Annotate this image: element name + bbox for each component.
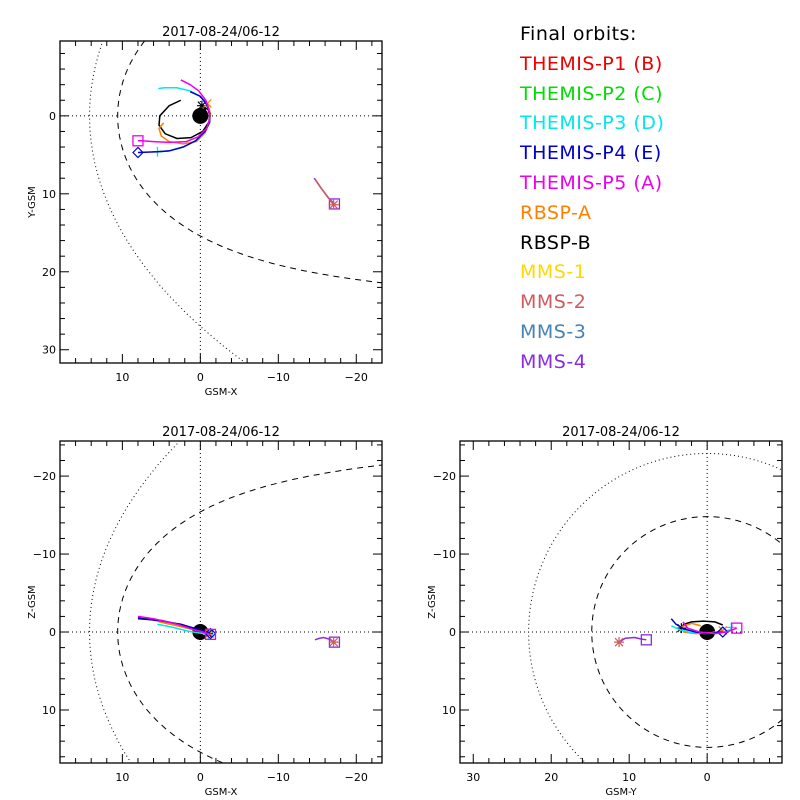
plot-area [60,41,382,363]
y-axis-label: Y-GSM [27,186,38,219]
legend-item: MMS-4 [520,350,587,373]
bow-shock-curve [88,441,181,763]
orbit-line [137,79,211,144]
legend-item: THEMIS-P2 (C) [520,82,663,105]
square-marker [640,634,652,646]
y-axis-label: Z-GSM [427,585,438,618]
orbit-line [682,621,738,635]
legend-item: THEMIS-P3 (D) [520,112,665,135]
x-axis-label: GSM-X [205,787,238,798]
magnetopause-curve [591,516,782,748]
y-tick-label: −10 [433,548,456,561]
plot-title: 2017-08-24/06-12 [162,425,280,440]
legend-item: THEMIS-P4 (E) [520,142,662,165]
magnetopause-curve [117,464,382,763]
y-tick-label: 20 [42,266,56,279]
plot-area [60,441,382,763]
plot-yz: 30 20 10 0 10 0 −10 −20 2017-08-24/06-12 GSM-Y Z-G… [427,425,783,798]
x-tick-label: 0 [197,771,204,784]
x-tick-label: −10 [267,771,290,784]
orbit-line [680,620,724,629]
legend-item: MMS-2 [520,291,587,314]
x-tick-label: −20 [345,371,368,384]
legend-item: RBSP-B [520,231,592,254]
bow-shock-curve [528,453,782,763]
legend-item: MMS-1 [520,261,587,284]
x-tick-label: 20 [544,771,558,784]
x-axis-label: GSM-X [205,387,238,398]
x-tick-label: −20 [345,771,368,784]
plot-xz: 10 0 −10 −20 10 0 −10 −20 2017-08-24/06-12 GSM-X Z… [27,425,383,798]
orbit-line [157,623,209,636]
x-tick-label: 10 [622,771,636,784]
asterisk-marker [328,199,339,210]
plot-title: 2017-08-24/06-12 [162,25,280,40]
plot-frame [59,40,383,364]
orbit-line [137,90,211,154]
square-marker [132,135,144,147]
x-tick-label: 10 [115,371,129,384]
earth-marker [192,107,209,124]
plot-xy: 10 0 −10 −20 0 10 20 30 2017-08-24/06-12 GSM-X Y-G… [27,25,383,398]
bow-shock-curve [88,41,247,363]
asterisk-marker [328,637,339,648]
asterisk-marker [196,100,207,111]
legend-title: Final orbits: [520,23,637,45]
diamond-marker [132,146,144,159]
x-axis-label: GSM-Y [605,787,637,798]
y-tick-label: 0 [49,626,56,639]
y-axis-label: Z-GSM [27,585,38,618]
y-tick-label: 10 [42,188,56,201]
plot-title: 2017-08-24/06-12 [562,425,680,440]
y-tick-label: 10 [42,704,56,717]
y-tick-label: 0 [49,110,56,123]
orbit-line [137,618,211,635]
orbit-line [618,636,647,643]
asterisk-marker [614,637,625,648]
y-tick-label: 10 [442,704,456,717]
plot-frame [59,440,383,764]
orbit-line [314,178,335,206]
x-tick-label: −10 [267,371,290,384]
x-tick-label: 10 [115,771,129,784]
y-tick-label: −10 [33,548,56,561]
orbit-line [137,615,211,636]
y-tick-label: −20 [433,470,456,483]
legend-item: THEMIS-P1 (B) [520,52,663,75]
legend-item: THEMIS-P5 (A) [520,171,663,194]
x-tick-label: 0 [197,371,204,384]
legend-item: RBSP-A [520,201,592,224]
x-tick-label: 0 [704,771,711,784]
square-marker [328,198,341,210]
y-tick-label: 0 [449,626,456,639]
square-marker [204,628,217,641]
y-tick-label: 30 [42,344,56,357]
legend-item: MMS-3 [520,320,587,343]
plot-area [460,441,782,763]
square-marker [731,622,743,634]
x-tick-label: 30 [466,771,480,784]
plot-frame [459,440,783,764]
legend: Final orbits: THEMIS-P1 (B) THEMIS-P2 (C)… [520,20,664,378]
magnetopause-curve [117,41,382,284]
y-tick-label: −20 [33,470,56,483]
earth-marker [699,624,716,641]
